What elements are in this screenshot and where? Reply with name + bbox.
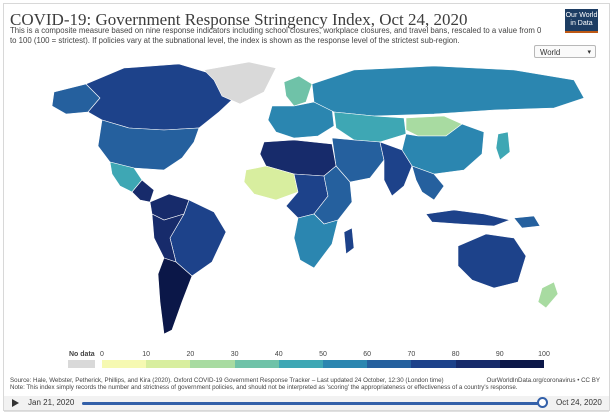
legend-ticks: 0 10 20 30 40 50 60 70 80 90 100 bbox=[100, 350, 550, 360]
map-region-southern-africa[interactable] bbox=[293, 213, 339, 269]
color-legend: No data 0 10 20 30 40 50 60 70 80 90 100 bbox=[62, 350, 552, 372]
region-select-value: World bbox=[540, 48, 561, 57]
world-map[interactable] bbox=[14, 62, 599, 352]
map-region-europe[interactable] bbox=[267, 101, 335, 139]
owid-attribution-link[interactable]: OurWorldInData.org/coronavirus • CC BY bbox=[486, 377, 600, 384]
map-region-indonesia[interactable] bbox=[425, 209, 512, 227]
source-line-2: Note: This index simply records the numb… bbox=[10, 384, 518, 392]
legend-swatch bbox=[499, 360, 545, 368]
timeline-handle[interactable] bbox=[537, 397, 548, 408]
legend-nodata-swatch bbox=[68, 360, 95, 368]
owid-logo[interactable]: Our World in Data bbox=[565, 9, 598, 33]
legend-tick-label: 90 bbox=[495, 351, 504, 358]
legend-tick-label: 20 bbox=[186, 351, 195, 358]
map-region-greenland[interactable] bbox=[203, 62, 277, 105]
divider bbox=[4, 411, 609, 412]
legend-nodata-label: No data bbox=[69, 351, 95, 358]
map-region-southeast-asia[interactable] bbox=[411, 165, 445, 201]
legend-swatch bbox=[411, 360, 456, 368]
legend-swatch bbox=[190, 360, 235, 368]
map-region-west-africa[interactable] bbox=[243, 165, 299, 201]
legend-swatch bbox=[367, 360, 412, 368]
timeline-end-date: Oct 24, 2020 bbox=[556, 398, 602, 407]
map-region-central-america[interactable] bbox=[131, 179, 155, 203]
legend-tick-label: 0 bbox=[100, 351, 104, 358]
legend-tick-label: 40 bbox=[274, 351, 283, 358]
legend-swatch bbox=[455, 360, 500, 368]
logo-line-1: Our World bbox=[565, 12, 598, 19]
legend-tick-label: 30 bbox=[230, 351, 239, 358]
legend-tick-label: 60 bbox=[363, 351, 372, 358]
timeline-slider[interactable]: Jan 21, 2020 Oct 24, 2020 bbox=[4, 396, 609, 410]
map-region-new-zealand[interactable] bbox=[537, 281, 559, 309]
source-line-1: Source: Hale, Webster, Petherick, Philli… bbox=[10, 377, 444, 384]
map-region-india[interactable] bbox=[379, 141, 413, 197]
legend-tick-label: 70 bbox=[407, 351, 416, 358]
timeline-fill bbox=[82, 402, 544, 405]
map-region-australia[interactable] bbox=[457, 233, 527, 289]
chevron-down-icon: ▾ bbox=[587, 49, 591, 56]
legend-color-bar bbox=[102, 360, 545, 368]
map-region-peru-bolivia[interactable] bbox=[151, 213, 185, 263]
legend-tick-label: 10 bbox=[142, 351, 151, 358]
legend-swatch bbox=[278, 360, 324, 368]
map-region-united-states[interactable] bbox=[97, 119, 200, 171]
chart-subtitle: This is a composite measure based on nin… bbox=[10, 26, 542, 45]
map-region-japan[interactable] bbox=[495, 131, 511, 161]
map-region-scandinavia[interactable] bbox=[283, 75, 313, 107]
region-select[interactable]: World ▾ bbox=[534, 45, 596, 58]
timeline-track[interactable] bbox=[82, 402, 544, 405]
legend-tick-label: 100 bbox=[538, 351, 550, 358]
map-region-madagascar[interactable] bbox=[343, 227, 355, 255]
source-note: Source: Hale, Webster, Petherick, Philli… bbox=[10, 377, 600, 391]
legend-tick-label: 80 bbox=[451, 351, 460, 358]
chart-title: COVID-19: Government Response Stringency… bbox=[10, 10, 468, 29]
map-region-argentina-chile[interactable] bbox=[157, 257, 193, 335]
play-icon[interactable] bbox=[12, 399, 19, 407]
legend-swatch bbox=[234, 360, 279, 368]
legend-tick-label: 50 bbox=[319, 351, 327, 358]
timeline-start-date: Jan 21, 2020 bbox=[28, 398, 75, 407]
legend-swatch bbox=[102, 360, 147, 368]
logo-line-2: in Data bbox=[570, 19, 593, 27]
map-region-kazakhstan[interactable] bbox=[333, 111, 407, 143]
legend-swatch bbox=[323, 360, 368, 368]
map-region-papua-new-guinea[interactable] bbox=[513, 215, 541, 229]
legend-swatch bbox=[146, 360, 191, 368]
